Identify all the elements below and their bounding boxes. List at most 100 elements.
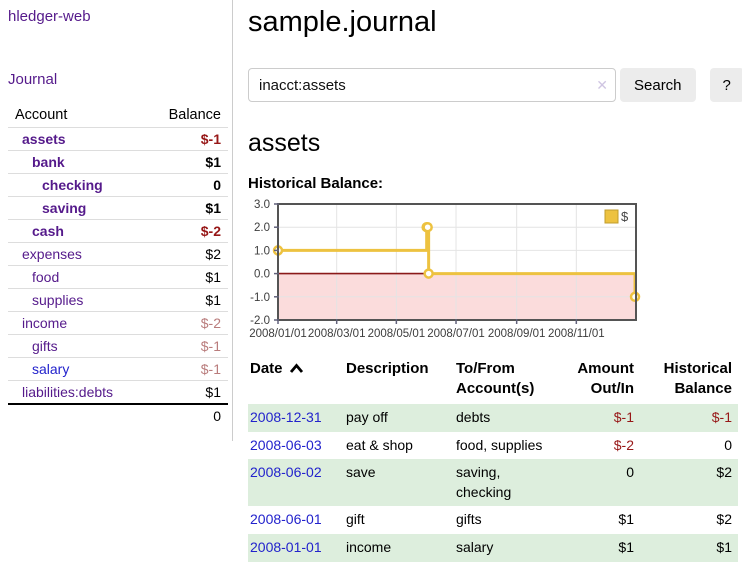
account-name-cell: bank bbox=[8, 150, 143, 174]
transaction-amount: $-1 bbox=[613, 409, 634, 425]
transaction-description: pay off bbox=[346, 409, 388, 425]
legend-swatch bbox=[604, 209, 619, 224]
transaction-amount: $-2 bbox=[613, 436, 634, 453]
transaction-description: income bbox=[346, 538, 392, 555]
account-balance: $1 bbox=[142, 380, 228, 404]
y-axis-label: 1.0 bbox=[254, 245, 270, 257]
transaction-date-link[interactable]: 2008-06-03 bbox=[250, 436, 322, 453]
account-balance: $1 bbox=[142, 150, 228, 174]
account-balance: $-2 bbox=[142, 311, 228, 335]
search-box: ✕ bbox=[248, 68, 616, 102]
register-header-balance: Historical Balance bbox=[663, 360, 732, 397]
account-link-liabilities-debts[interactable]: liabilities:debts bbox=[22, 384, 114, 400]
transaction-row: 2008-06-02 save saving, checking 0 $2 bbox=[248, 459, 738, 507]
account-name-cell: income bbox=[8, 311, 143, 335]
legend-label: $ bbox=[621, 209, 629, 224]
transaction-description: gift bbox=[346, 511, 365, 528]
account-name-cell: cash bbox=[8, 219, 143, 243]
account-row: cash $-2 bbox=[8, 219, 228, 243]
transaction-balance: $-1 bbox=[711, 409, 732, 425]
account-row: supplies $1 bbox=[8, 288, 228, 312]
accounts-table: Account Balance assets $-1 bank $1 checking 0… bbox=[8, 104, 228, 427]
accounts-header-balance: Balance bbox=[168, 107, 221, 123]
account-row: income $-2 bbox=[8, 311, 228, 335]
account-row: food $1 bbox=[8, 265, 228, 289]
account-link-checking[interactable]: checking bbox=[42, 177, 103, 193]
transaction-date-link[interactable]: 2008-12-31 bbox=[250, 409, 322, 425]
app-title-link[interactable]: hledger-web bbox=[8, 8, 91, 25]
transaction-date-link[interactable]: 2008-06-02 bbox=[250, 464, 322, 481]
main-content: sample.journal ✕ Search ? assets Histori… bbox=[233, 0, 742, 562]
accounts-header-account: Account bbox=[15, 107, 68, 123]
help-button[interactable]: ? bbox=[709, 68, 742, 102]
search-form: ✕ Search ? bbox=[248, 68, 742, 102]
accounts-total-row: 0 bbox=[8, 403, 228, 427]
transaction-balance: $2 bbox=[716, 511, 732, 528]
account-name-cell: expenses bbox=[8, 242, 143, 266]
account-name-cell: checking bbox=[8, 173, 143, 197]
clear-search-icon[interactable]: ✕ bbox=[596, 77, 608, 93]
account-link-bank[interactable]: bank bbox=[32, 154, 65, 170]
account-balance: $-1 bbox=[142, 127, 228, 151]
sort-ascending-icon bbox=[289, 363, 303, 373]
app-root: hledger-web Journal Account Balance asse… bbox=[8, 0, 742, 562]
transaction-date-cell: 2008-01-01 bbox=[248, 534, 344, 562]
transaction-balance: 0 bbox=[724, 436, 732, 453]
transaction-amount: 0 bbox=[626, 464, 634, 481]
chart-title: Historical Balance: bbox=[248, 175, 384, 192]
transaction-date-link[interactable]: 2008-01-01 bbox=[250, 538, 322, 555]
transaction-row: 2008-12-31 pay off debts $-1 $-1 bbox=[248, 404, 738, 432]
transaction-accounts: saving, checking bbox=[456, 464, 512, 500]
transaction-date-cell: 2008-12-31 bbox=[248, 404, 344, 432]
transaction-date-link[interactable]: 2008-06-01 bbox=[250, 511, 322, 528]
transaction-row: 2008-01-01 income salary $1 $1 bbox=[248, 533, 738, 562]
search-input[interactable] bbox=[248, 68, 616, 102]
account-link-salary[interactable]: salary bbox=[32, 361, 70, 377]
x-axis-label: 2008/01/01 bbox=[249, 328, 307, 340]
account-link-expenses[interactable]: expenses bbox=[22, 246, 82, 262]
register-header-date[interactable]: Date bbox=[248, 357, 344, 404]
account-balance: 0 bbox=[142, 173, 228, 197]
register-header-row: Date Description To/From Account(s) Amou… bbox=[248, 357, 738, 404]
transaction-description: eat & shop bbox=[346, 436, 413, 453]
accounts-header-row: Account Balance bbox=[8, 104, 228, 128]
account-link-income[interactable]: income bbox=[22, 315, 68, 331]
account-link-gifts[interactable]: gifts bbox=[32, 338, 58, 354]
register-header-accounts: To/From Account(s) bbox=[456, 360, 535, 397]
transaction-accounts: food, supplies bbox=[456, 436, 543, 453]
account-link-saving[interactable]: saving bbox=[42, 200, 87, 216]
register-header-amount: Amount Out/In bbox=[577, 360, 634, 397]
transaction-amount: $1 bbox=[618, 538, 634, 555]
account-name-cell: assets bbox=[8, 127, 143, 151]
account-link-food[interactable]: food bbox=[32, 269, 60, 285]
y-axis-label: 3.0 bbox=[254, 199, 270, 211]
accounts-total-value: 0 bbox=[142, 403, 228, 427]
account-row: checking 0 bbox=[8, 173, 228, 197]
account-balance: $1 bbox=[142, 196, 228, 220]
transaction-description: save bbox=[346, 464, 376, 481]
accounts-total-spacer bbox=[8, 403, 143, 427]
account-link-supplies[interactable]: supplies bbox=[32, 292, 84, 308]
account-balance: $1 bbox=[142, 265, 228, 289]
register-table: Date Description To/From Account(s) Amou… bbox=[248, 357, 738, 562]
account-balance: $1 bbox=[142, 288, 228, 312]
account-link-cash[interactable]: cash bbox=[32, 223, 64, 239]
register-header-date-label: Date bbox=[250, 360, 283, 377]
transaction-balance: $2 bbox=[716, 464, 732, 481]
search-button[interactable]: Search bbox=[620, 68, 696, 102]
account-heading: assets bbox=[248, 129, 321, 157]
account-link-assets[interactable]: assets bbox=[22, 131, 66, 147]
x-axis-label: 2008/03/01 bbox=[308, 328, 366, 340]
sidebar-item-journal[interactable]: Journal bbox=[8, 71, 58, 88]
account-balance: $-2 bbox=[142, 219, 228, 243]
account-name-cell: supplies bbox=[8, 288, 143, 312]
account-row: liabilities:debts $1 bbox=[8, 380, 228, 404]
account-name-cell: saving bbox=[8, 196, 143, 220]
account-row: salary $-1 bbox=[8, 357, 228, 381]
transaction-accounts: debts bbox=[456, 409, 491, 425]
chart-border bbox=[277, 203, 637, 321]
transaction-date-cell: 2008-06-02 bbox=[248, 459, 344, 506]
y-axis-label: 0.0 bbox=[254, 269, 270, 281]
account-row: expenses $2 bbox=[8, 242, 228, 266]
transaction-row: 2008-06-03 eat & shop food, supplies $-2 0 bbox=[248, 432, 738, 460]
